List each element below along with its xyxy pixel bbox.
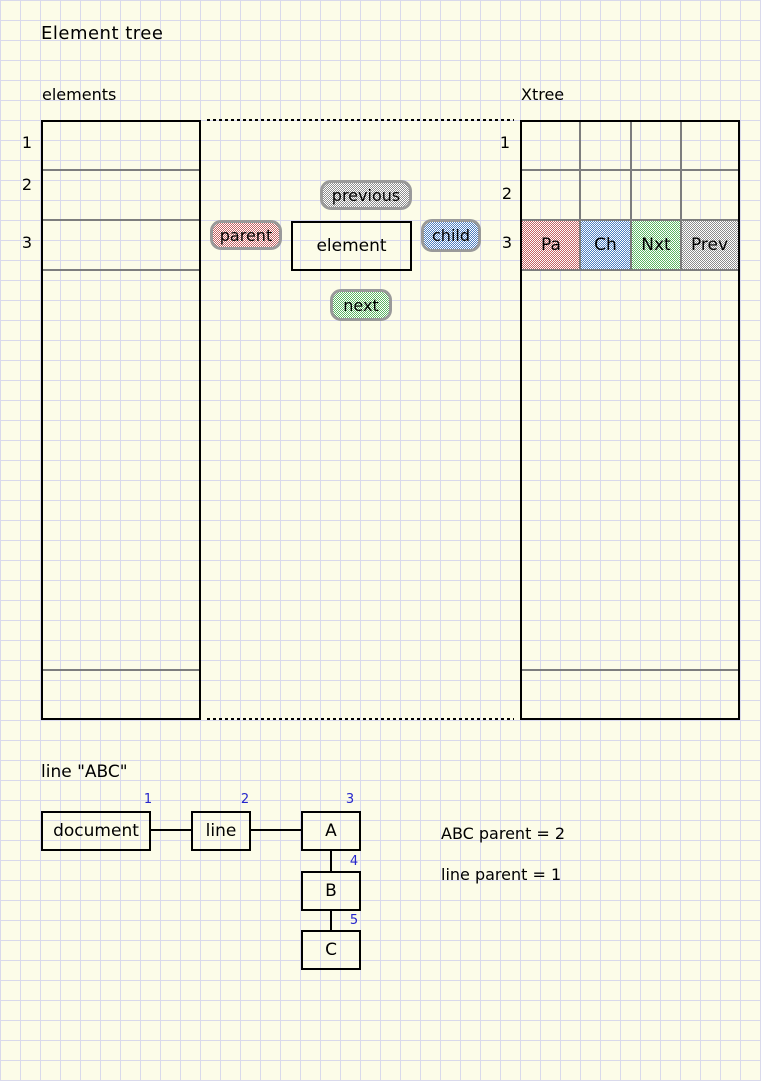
elements-row-divider xyxy=(43,219,199,221)
xtree-row-divider xyxy=(522,269,738,271)
elements-table xyxy=(41,120,201,720)
xtree-cell-prev: Prev xyxy=(681,220,738,270)
tree-node-number-5: 5 xyxy=(349,913,359,928)
tree-node-b: B xyxy=(301,871,361,911)
tree-node-number-4: 4 xyxy=(349,854,359,869)
child-badge: child xyxy=(421,219,481,252)
top-dashed-line xyxy=(207,119,514,121)
elements-row-number-2: 2 xyxy=(21,175,32,194)
connector-b-c xyxy=(330,911,332,930)
next-badge: next xyxy=(330,289,392,321)
elements-row-divider xyxy=(43,169,199,171)
xtree-cell-next: Nxt xyxy=(631,220,681,270)
parent-badge: parent xyxy=(210,220,282,250)
xtree-cell-child: Ch xyxy=(580,220,631,270)
xtree-row-divider xyxy=(522,169,738,171)
tree-node-number-1: 1 xyxy=(143,792,153,807)
xtree-row-number-3: 3 xyxy=(501,233,512,252)
xtree-column-divider xyxy=(630,122,632,270)
bottom-dashed-line xyxy=(207,718,514,720)
xtree-row-divider xyxy=(522,669,738,671)
xtree-row-number-2: 2 xyxy=(501,184,512,203)
tree-node-a: A xyxy=(301,811,361,851)
page-title: Element tree xyxy=(41,23,164,44)
xtree-row-number-1: 1 xyxy=(499,133,510,152)
xtree-table-label: Xtree xyxy=(521,85,565,104)
tree-node-document: document xyxy=(41,811,151,851)
xtree-table: Pa Ch Nxt Prev xyxy=(520,120,740,720)
connector-document-line xyxy=(151,829,191,831)
previous-badge: previous xyxy=(320,180,412,210)
xtree-column-divider xyxy=(579,122,581,270)
note-line-parent: line parent = 1 xyxy=(441,865,562,884)
tree-node-number-3: 3 xyxy=(345,792,355,807)
element-box: element xyxy=(291,221,412,271)
elements-row-divider xyxy=(43,669,199,671)
note-abc-parent: ABC parent = 2 xyxy=(441,824,566,843)
tree-node-number-2: 2 xyxy=(240,792,250,807)
xtree-cell-parent: Pa xyxy=(522,220,580,270)
tree-node-c: C xyxy=(301,930,361,970)
elements-row-divider xyxy=(43,269,199,271)
connector-a-b xyxy=(330,851,332,871)
elements-table-label: elements xyxy=(42,85,117,104)
xtree-row-divider xyxy=(522,219,738,221)
tree-node-line: line xyxy=(191,811,251,851)
connector-line-a xyxy=(251,829,301,831)
tree-section-heading: line "ABC" xyxy=(41,762,128,782)
xtree-column-divider xyxy=(680,122,682,270)
elements-row-number-3: 3 xyxy=(21,233,32,252)
elements-row-number-1: 1 xyxy=(21,133,32,152)
